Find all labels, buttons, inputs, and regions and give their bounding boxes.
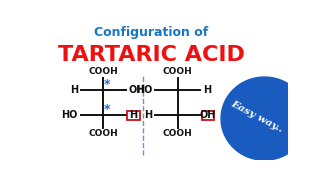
Text: H: H bbox=[129, 110, 138, 120]
Polygon shape bbox=[221, 77, 308, 160]
Text: H: H bbox=[203, 85, 211, 95]
Text: H: H bbox=[70, 85, 78, 95]
Text: Easy way..: Easy way.. bbox=[229, 99, 284, 134]
Text: COOH: COOH bbox=[163, 67, 193, 76]
Text: COOH: COOH bbox=[88, 67, 118, 76]
Text: OH: OH bbox=[200, 110, 216, 120]
Text: Configuration of: Configuration of bbox=[94, 26, 209, 39]
Text: HO: HO bbox=[61, 110, 78, 120]
Text: *: * bbox=[104, 103, 110, 116]
Text: TARTARIC ACID: TARTARIC ACID bbox=[58, 45, 245, 65]
Text: COOH: COOH bbox=[88, 129, 118, 138]
Text: H: H bbox=[144, 110, 152, 120]
Text: HO: HO bbox=[136, 85, 152, 95]
Text: OH: OH bbox=[129, 85, 145, 95]
Text: *: * bbox=[104, 78, 110, 91]
Text: COOH: COOH bbox=[163, 129, 193, 138]
